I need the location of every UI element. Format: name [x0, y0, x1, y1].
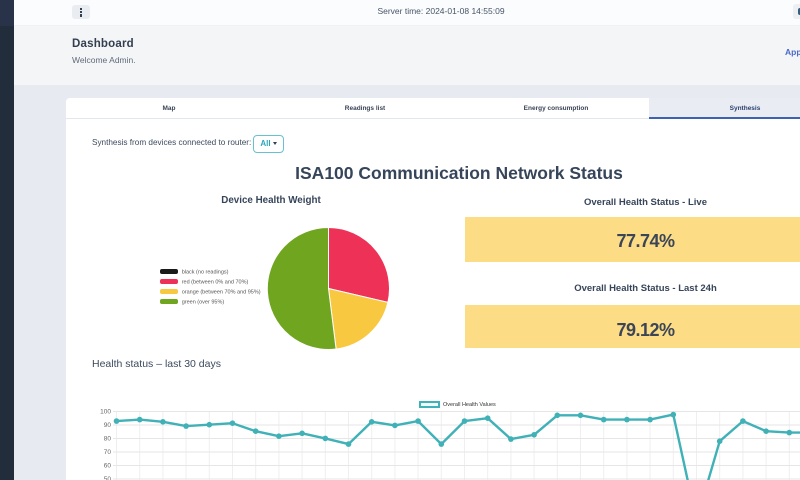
- svg-text:50: 50: [104, 476, 112, 480]
- svg-text:100: 100: [100, 409, 111, 416]
- svg-text:60: 60: [104, 463, 112, 470]
- svg-text:90: 90: [104, 422, 112, 429]
- svg-text:70: 70: [104, 449, 112, 456]
- svg-text:80: 80: [104, 436, 112, 443]
